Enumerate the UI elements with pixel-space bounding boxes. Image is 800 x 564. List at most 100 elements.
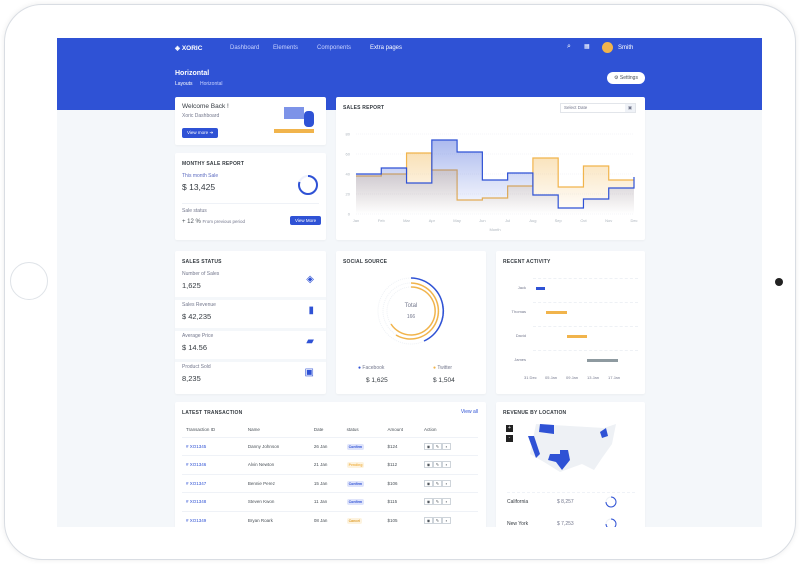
transaction-id[interactable]: # XO1347 — [182, 474, 244, 493]
nav-elements[interactable]: Elements — [273, 45, 299, 51]
activity-person: James — [514, 357, 526, 362]
sale-change: + 12 % From previous period — [182, 219, 245, 225]
search-icon[interactable]: ⌕ — [567, 43, 571, 50]
location-item: California $ 8,257 — [507, 496, 617, 508]
view-more-label: View more — [187, 130, 209, 135]
activity-tick: 13 Jan — [587, 375, 600, 380]
camera — [775, 278, 783, 286]
avatar[interactable] — [602, 42, 613, 53]
welcome-title: Welcome Back ! — [182, 103, 229, 110]
logo[interactable]: ◈ XORIC — [175, 45, 203, 52]
activity-person: Jack — [517, 285, 526, 290]
amount: $112 — [383, 455, 420, 475]
view-icon[interactable]: ◉ — [423, 442, 433, 450]
view-icon[interactable]: ◉ — [423, 461, 433, 469]
nav-dashboard[interactable]: Dashboard — [230, 45, 260, 51]
x-tick-label: Jan — [353, 218, 359, 223]
stat-label: Sales Revenue — [182, 302, 216, 308]
total-label: Total — [404, 303, 418, 309]
total-value: 166 — [406, 314, 416, 320]
stat-value: 8,235 — [182, 374, 201, 383]
column-header: Transaction ID — [182, 422, 244, 438]
y-tick-label: 80 — [346, 132, 351, 137]
stat-value: $ 14.56 — [182, 343, 208, 352]
customer-name: Bennie Perez — [243, 474, 310, 493]
recent-activity-card: RECENT ACTIVITY Jack Thomas David James 31 D… — [496, 251, 645, 394]
settings-button[interactable]: ⚙ Settings — [607, 72, 645, 84]
zoom-in-button[interactable]: + — [506, 425, 513, 432]
edit-icon[interactable]: ✎ — [432, 442, 442, 450]
nav-extra-pages[interactable]: Extra pages — [370, 45, 403, 51]
view-more-monthly-button[interactable]: View More — [290, 216, 322, 225]
view-icon[interactable]: ◉ — [423, 479, 433, 487]
card-title: RECENT ACTIVITY — [503, 259, 551, 265]
transaction-id[interactable]: # XO1349 — [182, 511, 244, 527]
apps-icon[interactable]: ▦ — [584, 44, 590, 50]
nav-components[interactable]: Components — [317, 45, 352, 51]
column-header: Date — [309, 422, 343, 438]
calendar-icon[interactable]: ▣ — [625, 104, 635, 112]
table-row: # XO1345 Danny Johnson 26 Jan Confirm $124 ◉ ✎… — [182, 437, 478, 456]
social-radial-chart — [377, 277, 445, 345]
date: 15 Jan — [309, 474, 343, 493]
delete-icon[interactable]: ▪ — [441, 479, 451, 487]
sale-progress-ring — [298, 175, 318, 195]
x-tick-label: Dec — [630, 218, 637, 223]
edit-icon[interactable]: ✎ — [432, 479, 442, 487]
column-header: Action — [419, 422, 478, 438]
location-value: $ 7,253 — [557, 521, 574, 527]
sales-status-item: Average Price $ 14.56 ▰ — [175, 333, 326, 362]
edit-icon[interactable]: ✎ — [432, 461, 442, 469]
activity-tick: 05 Jan — [545, 375, 558, 380]
home-button — [10, 262, 48, 300]
delete-icon[interactable]: ▪ — [441, 461, 451, 469]
table-row: # XO1348 Steven Kwon 11 Jan Confirm $115 ◉ ✎ ▪ — [182, 492, 478, 512]
view-icon[interactable]: ◉ — [423, 498, 433, 506]
delete-icon[interactable]: ▪ — [441, 516, 451, 524]
view-icon[interactable]: ◉ — [423, 516, 433, 524]
stat-value: 1,625 — [182, 281, 201, 290]
user-menu[interactable]: Smith — [618, 45, 634, 51]
y-tick-label: 60 — [346, 152, 351, 157]
zoom-out-button[interactable]: - — [506, 435, 513, 442]
activity-person: David — [515, 333, 526, 338]
stat-label: Average Price — [182, 333, 214, 339]
amount: $105 — [383, 511, 420, 527]
delete-icon[interactable]: ▪ — [441, 498, 451, 506]
edit-icon[interactable]: ✎ — [432, 498, 442, 506]
x-axis-label: Month — [489, 227, 500, 232]
activity-bar — [567, 335, 587, 338]
breadcrumb-layouts[interactable]: Layouts — [175, 81, 193, 87]
view-more-button[interactable]: View more ➜ — [182, 128, 219, 138]
activity-tick: 09 Jan — [566, 375, 579, 380]
x-tick-label: Oct — [580, 218, 587, 223]
activity-bar — [587, 359, 618, 362]
welcome-illustration — [270, 105, 320, 141]
edit-icon[interactable]: ✎ — [432, 516, 442, 524]
transaction-id[interactable]: # XO1348 — [182, 492, 244, 512]
delete-icon[interactable]: ▪ — [441, 442, 451, 450]
table-row: # XO1347 Bennie Perez 15 Jan Confirm $106 ◉ ✎ ▪ — [182, 474, 478, 493]
column-header: Amount — [383, 422, 420, 438]
date: 11 Jan — [309, 492, 343, 512]
date-picker[interactable]: Select Date ▣ — [560, 103, 636, 113]
location-progress-ring — [605, 518, 617, 527]
customer-name: Alvin Newton — [243, 455, 310, 475]
activity-bar — [546, 311, 567, 314]
transaction-id[interactable]: # XO1345 — [182, 437, 244, 456]
brand: XORIC — [181, 45, 203, 52]
card-title: REVENUE BY LOCATION — [503, 410, 567, 416]
page-title: Horizontal — [175, 70, 210, 77]
stat-label: Product Sold — [182, 364, 211, 370]
welcome-card: Welcome Back ! Xoric Dashboard View more… — [175, 97, 326, 145]
customer-name: Bryan Roark — [243, 511, 310, 527]
view-all-link[interactable]: View all — [460, 409, 478, 415]
status-badge: Confirm — [346, 499, 365, 506]
transaction-id[interactable]: # XO1346 — [182, 455, 244, 475]
amount: $115 — [383, 492, 420, 512]
month-sale-value: $ 13,425 — [182, 182, 216, 192]
bar-chart-icon: ▮ — [308, 305, 314, 316]
card-title: SALES STATUS — [182, 259, 222, 265]
date-placeholder: Select Date — [564, 105, 588, 110]
stat-label: Number of Sales — [182, 271, 220, 277]
